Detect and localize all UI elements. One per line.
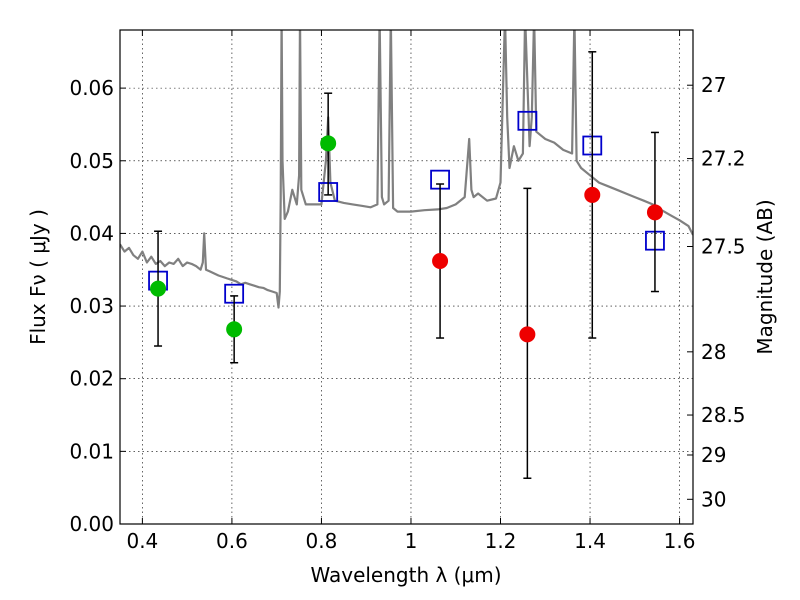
y-tick-label: 0.06 <box>69 76 114 100</box>
measured-point <box>584 186 601 203</box>
x-tick-label: 1.4 <box>574 529 606 553</box>
right-tick-label: 27.5 <box>701 234 746 258</box>
measured-point <box>519 326 536 343</box>
y-tick-label: 0.04 <box>69 221 114 245</box>
y-tick-label: 0.00 <box>69 512 114 536</box>
measured-point <box>150 280 167 297</box>
x-tick-label: 0.8 <box>306 529 338 553</box>
right-axis-label: Magnitude (AB) <box>753 199 777 354</box>
y-tick-label: 0.01 <box>69 439 114 463</box>
right-tick-label: 27.2 <box>701 147 746 171</box>
x-tick-label: 1 <box>405 529 418 553</box>
x-tick-label: 1.2 <box>485 529 517 553</box>
right-tick-label: 30 <box>701 487 726 511</box>
y-tick-label: 0.02 <box>69 367 114 391</box>
measured-point <box>432 253 449 270</box>
measured-point <box>226 321 243 338</box>
model-square-point <box>517 110 538 131</box>
y-tick-label: 0.03 <box>69 294 114 318</box>
right-tick-label: 29 <box>701 443 726 467</box>
y-axis-label: Flux Fν ( μJy ) <box>26 209 50 345</box>
measured-point <box>646 204 663 221</box>
x-tick-label: 1.6 <box>664 529 696 553</box>
axis-ticks: 0.4 0.6 0.8 1 1.2 1.4 1.6 0.00 0.01 0.02 0.03 0.04 0… <box>69 30 746 553</box>
right-tick-label: 28 <box>701 340 726 364</box>
x-axis-label: Wavelength λ (μm) <box>310 563 501 587</box>
plot-frame <box>119 29 694 525</box>
right-tick-label: 27 <box>701 73 726 97</box>
x-tick-label: 0.6 <box>216 529 248 553</box>
measured-point <box>320 135 337 152</box>
x-tick-label: 0.4 <box>126 529 158 553</box>
plot-data <box>120 30 693 479</box>
right-tick-label: 28.5 <box>701 403 746 427</box>
grid-lines <box>120 30 693 524</box>
y-tick-label: 0.05 <box>69 149 114 173</box>
